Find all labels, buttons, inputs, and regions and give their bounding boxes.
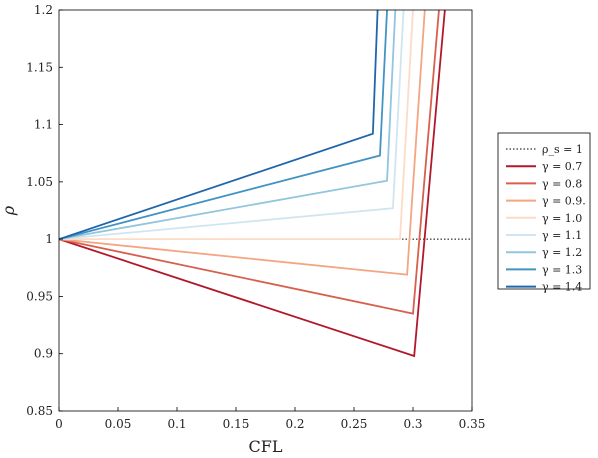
axes-frame: [58, 9, 473, 412]
x-tick-label: 0.35: [459, 417, 486, 431]
legend-label-3: γ = 1.0: [542, 212, 582, 225]
series-line-0: [59, 10, 446, 358]
series-line-5: [59, 10, 397, 241]
series-line-1: [59, 10, 440, 315]
x-tick-label: 0.1: [167, 417, 186, 431]
series-line-6: [59, 10, 388, 241]
series-line-7: [59, 10, 379, 240]
y-tick-label: 1.2: [34, 3, 53, 17]
plot-area: [59, 10, 472, 358]
legend-box: [497, 132, 591, 290]
y-tick-label: 0.85: [26, 404, 53, 418]
plot-clip-group: [59, 10, 472, 358]
y-tick-label: 0.95: [26, 289, 53, 303]
series-line-2: [59, 10, 426, 276]
y-tick-label: 1.15: [26, 60, 53, 74]
legend-label-6: γ = 1.3: [542, 263, 582, 276]
y-tick-label: 1.1: [34, 118, 53, 132]
x-tick-label: 0.2: [285, 417, 304, 431]
legend: ρ_s = 1 γ = 0.7 γ = 0.8 γ = 0.9. γ = 1.0 γ = …: [497, 132, 591, 294]
legend-label-2: γ = 0.9.: [542, 195, 586, 208]
legend-label-0: γ = 0.7: [542, 160, 582, 173]
axes: 0 0.05 0.1 0.15 0.2 0.25 0.3 0.35 0.85 0.9 0.95 1 1.…: [0, 3, 485, 456]
legend-label-4: γ = 1.1: [542, 229, 582, 242]
legend-label-1: γ = 0.8: [542, 177, 582, 190]
series-line-4: [59, 10, 405, 241]
y-tick-label: 0.9: [34, 347, 53, 361]
x-tick-label: 0.25: [341, 417, 368, 431]
x-tick-label: 0: [55, 417, 63, 431]
y-tick-label: 1.05: [26, 175, 53, 189]
series-line-3: [59, 10, 414, 241]
x-tick-label: 0.05: [105, 417, 132, 431]
y-axis-title: ρ: [0, 205, 18, 216]
x-axis-title: CFL: [249, 437, 283, 456]
legend-label-7: γ = 1.4: [542, 281, 582, 294]
legend-label-5: γ = 1.2: [542, 246, 582, 259]
x-tick-label: 0.3: [403, 417, 422, 431]
legend-label-reference: ρ_s = 1: [542, 143, 583, 156]
x-tick-label: 0.15: [223, 417, 250, 431]
y-tick-label: 1: [45, 232, 53, 246]
